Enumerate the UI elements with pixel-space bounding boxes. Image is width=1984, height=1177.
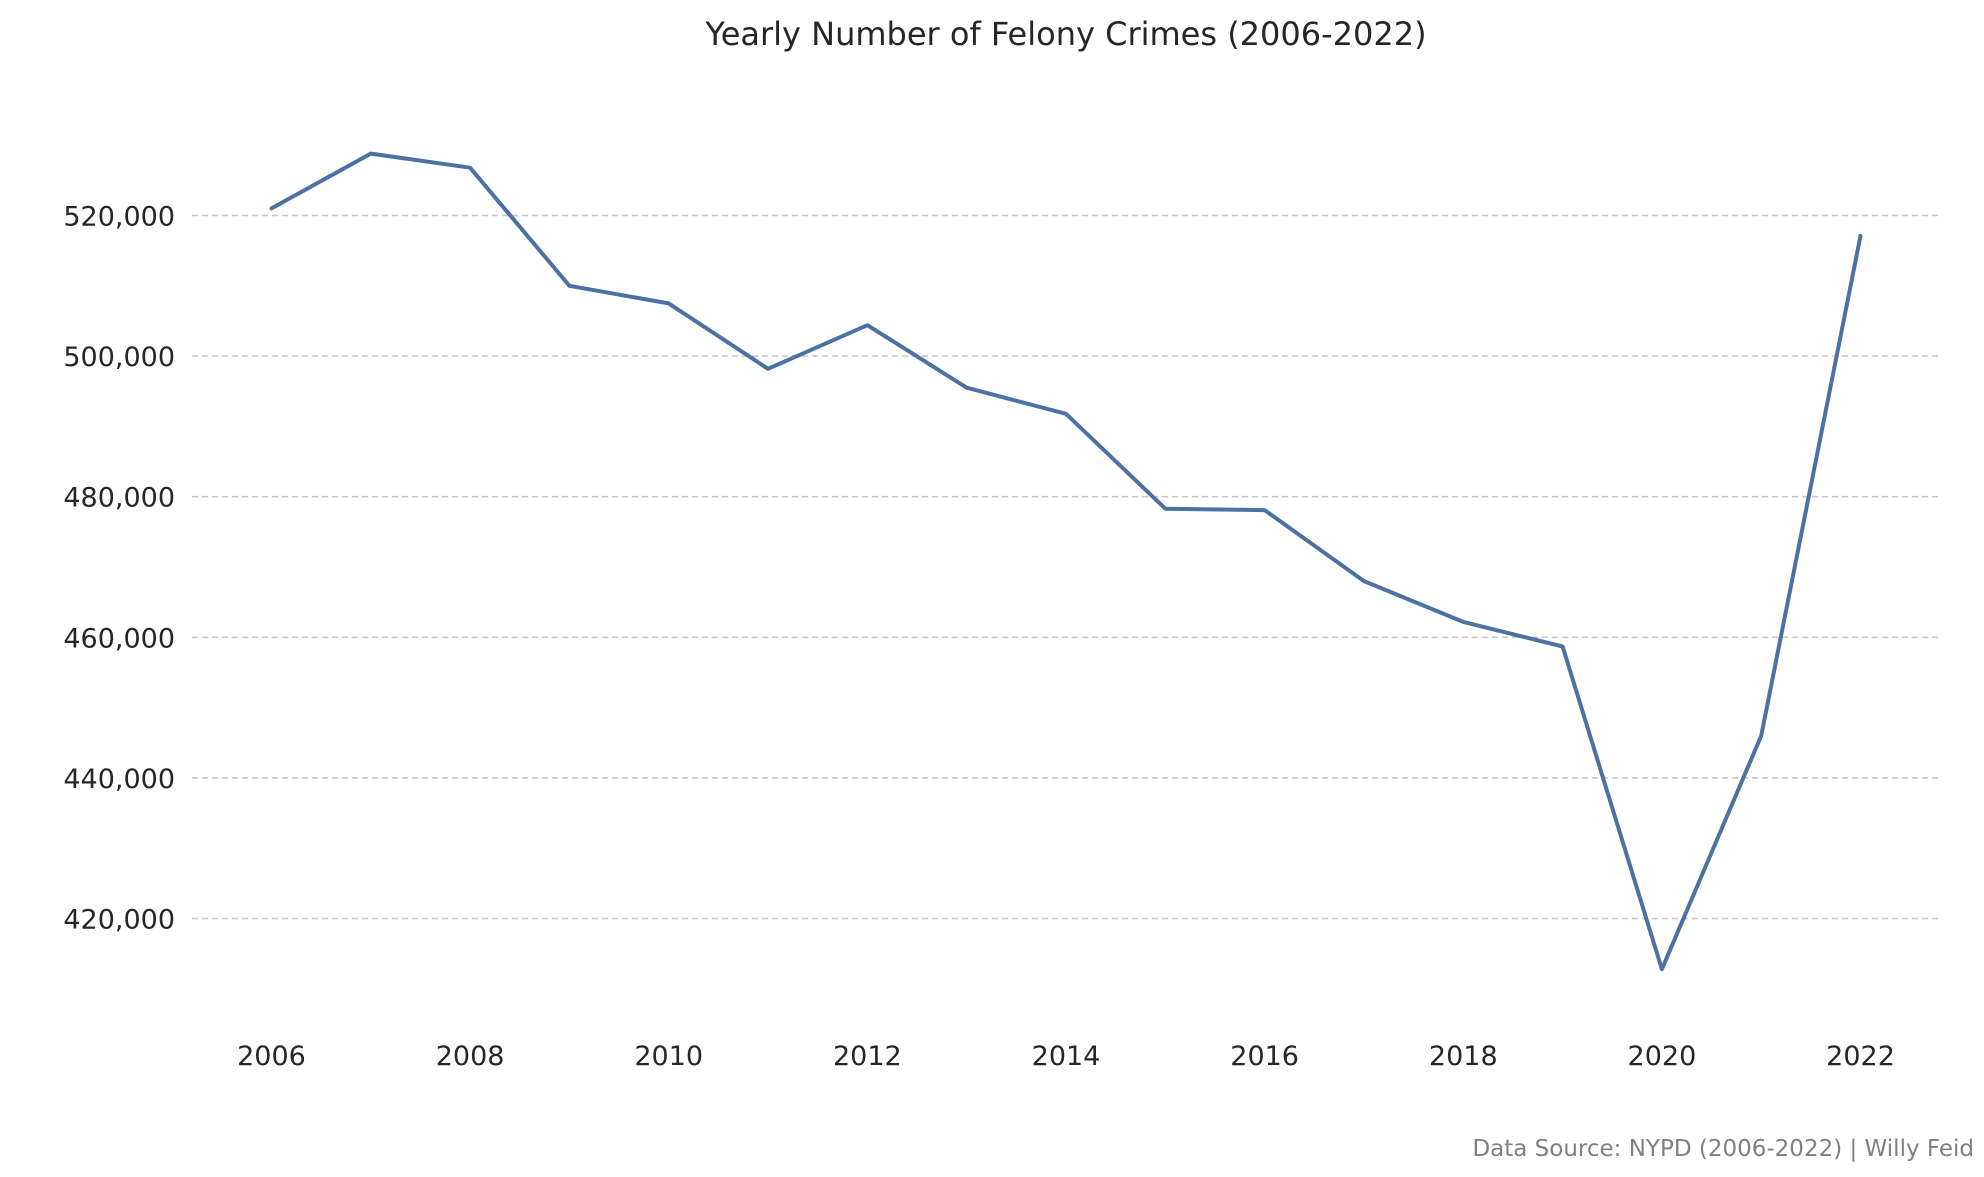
x-tick-label: 2020 (1628, 1041, 1697, 1072)
data-point (1362, 579, 1366, 583)
data-point (1064, 412, 1068, 416)
y-axis-ticks: 420,000 440,000 460,000 480,000 500,000 520,0… (63, 201, 175, 935)
x-tick-label: 2018 (1429, 1041, 1498, 1072)
x-tick-label: 2022 (1826, 1041, 1895, 1072)
chart-title: Yearly Number of Felony Crimes (2006-202… (704, 15, 1426, 53)
data-point (667, 301, 671, 305)
data-source-note: Data Source: NYPD (2006-2022) | Willy Fe… (1472, 1136, 1974, 1162)
data-point (567, 284, 571, 288)
x-tick-label: 2016 (1230, 1041, 1299, 1072)
x-tick-label: 2010 (634, 1041, 703, 1072)
y-tick-label: 480,000 (63, 483, 175, 514)
y-tick-label: 420,000 (63, 905, 175, 936)
data-point (1561, 644, 1565, 648)
series-line (269, 151, 1863, 972)
data-point (1163, 507, 1167, 511)
y-tick-label: 460,000 (63, 623, 175, 654)
data-point (369, 152, 373, 156)
data-point (1859, 234, 1863, 238)
data-point (1759, 734, 1763, 738)
x-tick-label: 2012 (833, 1041, 902, 1072)
gridlines (192, 214, 1940, 920)
data-point (468, 166, 472, 170)
data-point (1660, 967, 1664, 971)
y-tick-label: 440,000 (63, 764, 175, 795)
data-point (1263, 508, 1267, 512)
x-tick-label: 2014 (1032, 1041, 1101, 1072)
series-layer (269, 151, 1863, 972)
y-tick-label: 500,000 (63, 342, 175, 373)
data-point (1461, 620, 1465, 624)
data-point (766, 367, 770, 371)
data-point (269, 206, 273, 210)
y-tick-label: 520,000 (63, 201, 175, 232)
x-tick-label: 2006 (237, 1041, 306, 1072)
x-tick-label: 2008 (436, 1041, 505, 1072)
x-axis-ticks: 2006 2008 2010 2012 2014 2016 2018 2020 2022 (237, 1041, 1895, 1072)
data-point (965, 386, 969, 390)
data-point (865, 323, 869, 327)
